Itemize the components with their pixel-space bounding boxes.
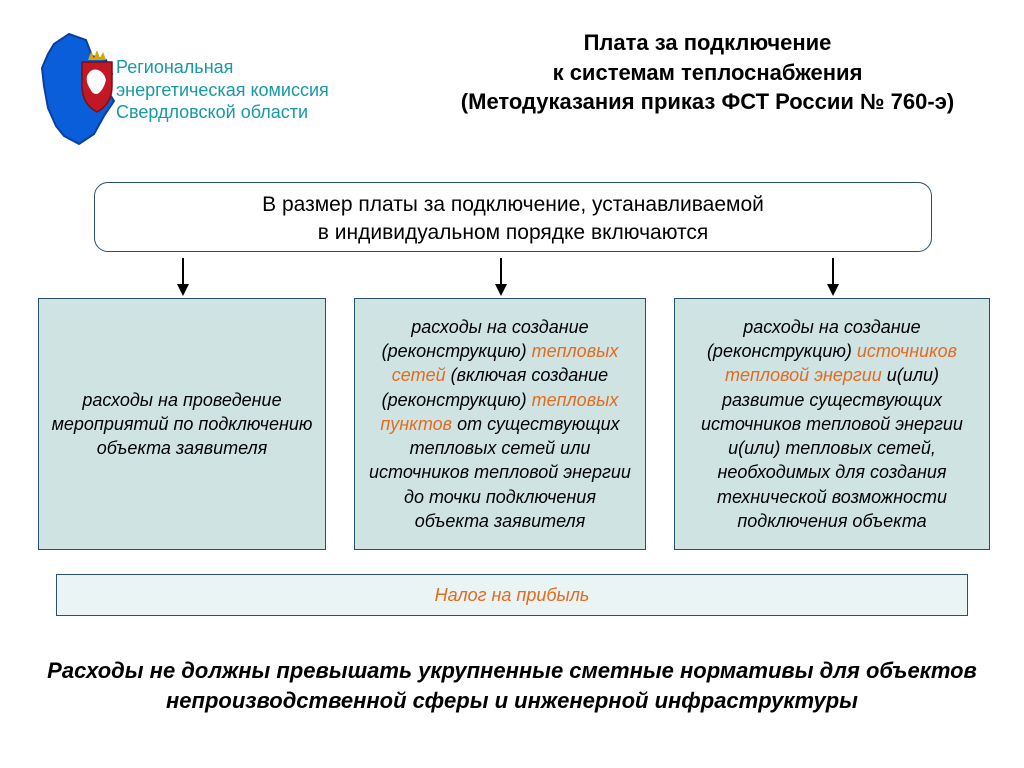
footer-text: Расходы не должны превышать укрупненные … (40, 656, 984, 715)
tax-text: Налог на прибыль (435, 585, 590, 606)
arrow-to-col3 (832, 258, 834, 294)
tax-box: Налог на прибыль (56, 574, 968, 616)
top-box: В размер платы за подключение, устанавли… (94, 182, 932, 252)
org-name-line2: энергетическая комиссия (116, 79, 346, 102)
top-box-line2: в индивидуальном порядке включаются (95, 219, 931, 247)
org-name: Региональная энергетическая комиссия Све… (116, 56, 346, 124)
col-box-1: расходы на проведение мероприятий по под… (38, 298, 326, 550)
top-box-line1: В размер платы за подключение, устанавли… (95, 191, 931, 219)
org-name-line1: Региональная (116, 56, 346, 79)
slide-title: Плата за подключение к системам теплосна… (415, 28, 1000, 117)
title-line1: Плата за подключение (415, 28, 1000, 58)
col-box-3: расходы на создание (реконструкцию) исто… (674, 298, 990, 550)
title-line3: (Методуказания приказ ФСТ России № 760-э… (415, 87, 1000, 117)
title-line2: к системам теплоснабжения (415, 58, 1000, 88)
arrow-to-col2 (500, 258, 502, 294)
col-box-2: расходы на создание (реконструкцию) тепл… (354, 298, 646, 550)
org-name-line3: Свердловской области (116, 101, 346, 124)
col1-text: расходы на проведение мероприятий по под… (39, 388, 325, 461)
arrow-to-col1 (182, 258, 184, 294)
c3-p2: и(или) развитие существующих источников … (701, 365, 963, 531)
